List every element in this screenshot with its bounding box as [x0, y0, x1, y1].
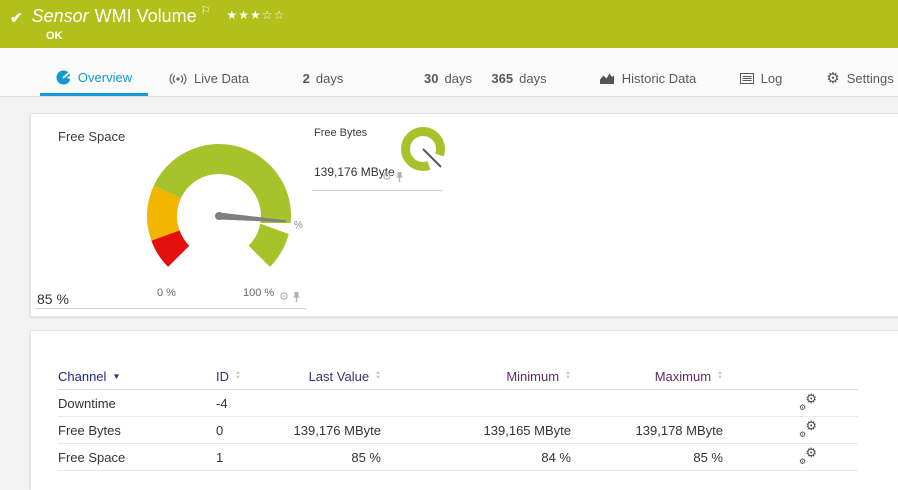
priority-stars[interactable]: ★★★☆☆ — [226, 8, 286, 22]
tab-2-days[interactable]: 2 days — [287, 61, 359, 96]
sort-icon: ▲ ▼ — [565, 370, 571, 381]
mini-gauge-title: Free Bytes — [314, 127, 368, 139]
channel-table: Channel ▼ ID ▲ ▼ Last Value ▲ ▼ Minimum ▲ ▼… — [58, 363, 858, 471]
table-row: Downtime -4 ⚙ ⚙ — [58, 390, 858, 417]
channel-id: 1 — [216, 449, 224, 465]
table-row: Free Space 1 85 % 84 % 85 % ⚙ ⚙ — [58, 444, 858, 471]
channel-minimum: 139,165 MByte — [483, 422, 571, 438]
tab-overview[interactable]: Overview — [40, 61, 148, 96]
sensor-title-row: ✔ Sensor WMI Volume ⚐ ★★★☆☆ — [10, 5, 286, 27]
mini-gauge-value: 139,176 MByte — [314, 165, 395, 179]
widget-divider — [312, 190, 442, 191]
gauge-needle — [218, 212, 286, 223]
tab-label: Settings — [846, 71, 894, 86]
channel-maximum: 139,178 MByte — [635, 422, 723, 438]
pin-icon[interactable] — [292, 291, 301, 303]
tab-day-count: 2 — [302, 71, 310, 86]
gear-icon[interactable]: ⚙ — [382, 171, 392, 183]
table-header-row: Channel ▼ ID ▲ ▼ Last Value ▲ ▼ Minimum ▲ ▼… — [58, 363, 858, 390]
channel-id: -4 — [216, 395, 228, 411]
gear-icon: ⚙ — [826, 69, 840, 87]
gauge-notch — [258, 222, 293, 235]
log-icon — [739, 73, 754, 84]
tab-label: Live Data — [194, 71, 249, 86]
status-badge: OK — [46, 30, 63, 42]
sort-icon: ▲ ▼ — [375, 370, 381, 381]
tab-30-days[interactable]: 30 days — [412, 61, 484, 96]
page-title: WMI Volume — [94, 6, 197, 26]
sort-icon: ▲ ▼ — [717, 370, 723, 381]
live-data-icon — [169, 72, 187, 85]
channel-last-value: 85 % — [351, 449, 381, 465]
channel-settings-icon[interactable]: ⚙ ⚙ — [799, 417, 817, 439]
tab-label: days — [315, 71, 344, 86]
gauge-unit-label: % — [294, 220, 303, 231]
ok-check-icon: ✔ — [10, 10, 23, 27]
channel-name: Free Space — [58, 449, 126, 465]
gauge-current-value: 85 % — [37, 291, 69, 307]
overview-gauges-panel: Free Space % 85 % 0 % 100 % ⚙ Free Bytes… — [30, 113, 898, 317]
tab-historic-data[interactable]: Historic Data — [585, 61, 710, 96]
sensor-status-header: ✔ Sensor WMI Volume ⚐ ★★★☆☆ OK — [0, 0, 898, 48]
tab-live-data[interactable]: Live Data — [158, 61, 260, 96]
tab-label: days — [444, 71, 472, 86]
channel-name: Free Bytes — [58, 422, 121, 438]
channel-minimum: 84 % — [541, 449, 571, 465]
gear-icon[interactable]: ⚙ — [279, 291, 289, 303]
column-header-minimum[interactable]: Minimum ▲ ▼ — [506, 368, 571, 384]
free-space-gauge[interactable]: % — [119, 131, 319, 311]
gauge-min-label: 0 % — [157, 287, 176, 299]
channel-last-value: 139,176 MByte — [293, 422, 381, 438]
pin-icon[interactable] — [395, 171, 404, 183]
sort-desc-icon: ▼ — [112, 371, 121, 381]
tab-day-count: 365 — [491, 71, 514, 86]
channel-name: Downtime — [58, 395, 116, 411]
tab-log[interactable]: Log — [728, 61, 794, 96]
gauge-icon — [56, 70, 71, 85]
channel-settings-icon[interactable]: ⚙ ⚙ — [799, 444, 817, 466]
channel-table-panel: Channel ▼ ID ▲ ▼ Last Value ▲ ▼ Minimum ▲ ▼… — [30, 330, 898, 490]
tab-label: Overview — [77, 69, 133, 85]
mini-gauge-needle — [422, 148, 442, 168]
free-bytes-mini-gauge[interactable] — [394, 122, 454, 182]
gauge-max-label: 100 % — [243, 287, 275, 299]
column-header-channel[interactable]: Channel ▼ — [58, 368, 121, 384]
area-chart-icon — [599, 72, 615, 85]
table-row: Free Bytes 0 139,176 MByte 139,165 MByte… — [58, 417, 858, 444]
tab-label: Log — [760, 71, 783, 86]
channel-id: 0 — [216, 422, 224, 438]
tab-bar: Overview Live Data 2 days 30 days 365 da… — [0, 48, 898, 97]
column-header-maximum[interactable]: Maximum ▲ ▼ — [654, 368, 723, 384]
sort-icon: ▲ ▼ — [235, 370, 241, 381]
tab-settings[interactable]: ⚙ Settings — [820, 61, 898, 96]
widget-corner-icons: ⚙ — [382, 171, 404, 183]
priority-flag-icon[interactable]: ⚐ — [200, 5, 211, 17]
column-header-id[interactable]: ID ▲ ▼ — [216, 368, 241, 384]
tab-label: Historic Data — [621, 71, 697, 86]
column-header-last-value[interactable]: Last Value ▲ ▼ — [308, 368, 381, 384]
tab-365-days[interactable]: 365 days — [478, 61, 560, 96]
channel-maximum: 85 % — [693, 449, 723, 465]
widget-divider — [36, 308, 306, 309]
gauge-title: Free Space — [58, 129, 126, 144]
sensor-kind-label: Sensor — [31, 6, 89, 26]
tab-label: days — [519, 71, 547, 86]
channel-settings-icon[interactable]: ⚙ ⚙ — [799, 390, 817, 412]
tab-day-count: 30 — [424, 71, 439, 86]
widget-corner-icons: ⚙ — [279, 291, 301, 303]
